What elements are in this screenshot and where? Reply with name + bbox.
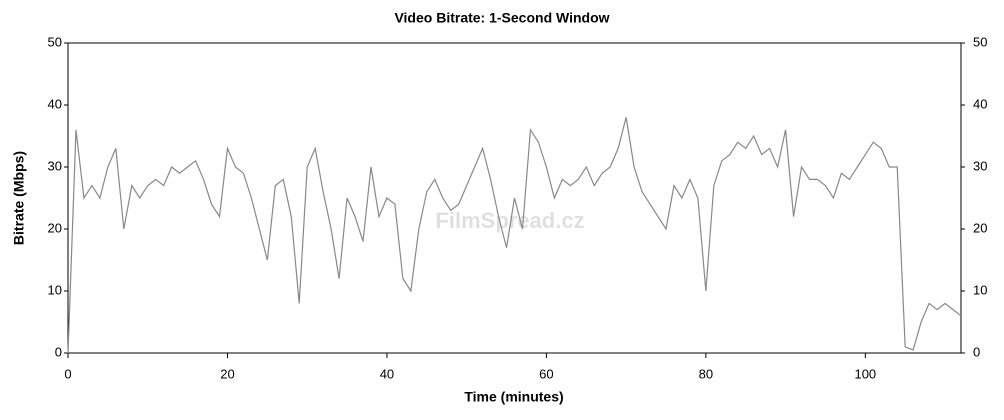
y2-tick-label: 0	[973, 344, 980, 359]
y-axis-label: Bitrate (Mbps)	[11, 151, 27, 245]
y-tick-label: 40	[48, 96, 62, 111]
y2-tick-label: 50	[973, 34, 987, 49]
y2-tick-label: 30	[973, 158, 987, 173]
chart-title: Video Bitrate: 1-Second Window	[394, 10, 609, 26]
plot-frame	[67, 42, 962, 354]
y-tick-label: 0	[55, 344, 62, 359]
y2-tick-label: 40	[973, 96, 987, 111]
x-tick-label: 80	[699, 366, 713, 381]
y-tick-label: 50	[48, 34, 62, 49]
y-tick-label: 20	[48, 220, 62, 235]
y-tick-label: 30	[48, 158, 62, 173]
data-line	[67, 117, 962, 354]
y-tick-label: 10	[48, 282, 62, 297]
y2-tick-label: 10	[973, 282, 987, 297]
x-tick-label: 0	[64, 366, 71, 381]
x-axis-label: Time (minutes)	[464, 389, 563, 405]
x-tick-label: 20	[220, 366, 234, 381]
x-tick-label: 40	[380, 366, 394, 381]
x-tick-label: 60	[539, 366, 553, 381]
y2-tick-label: 20	[973, 220, 987, 235]
x-tick-label: 100	[854, 366, 876, 381]
